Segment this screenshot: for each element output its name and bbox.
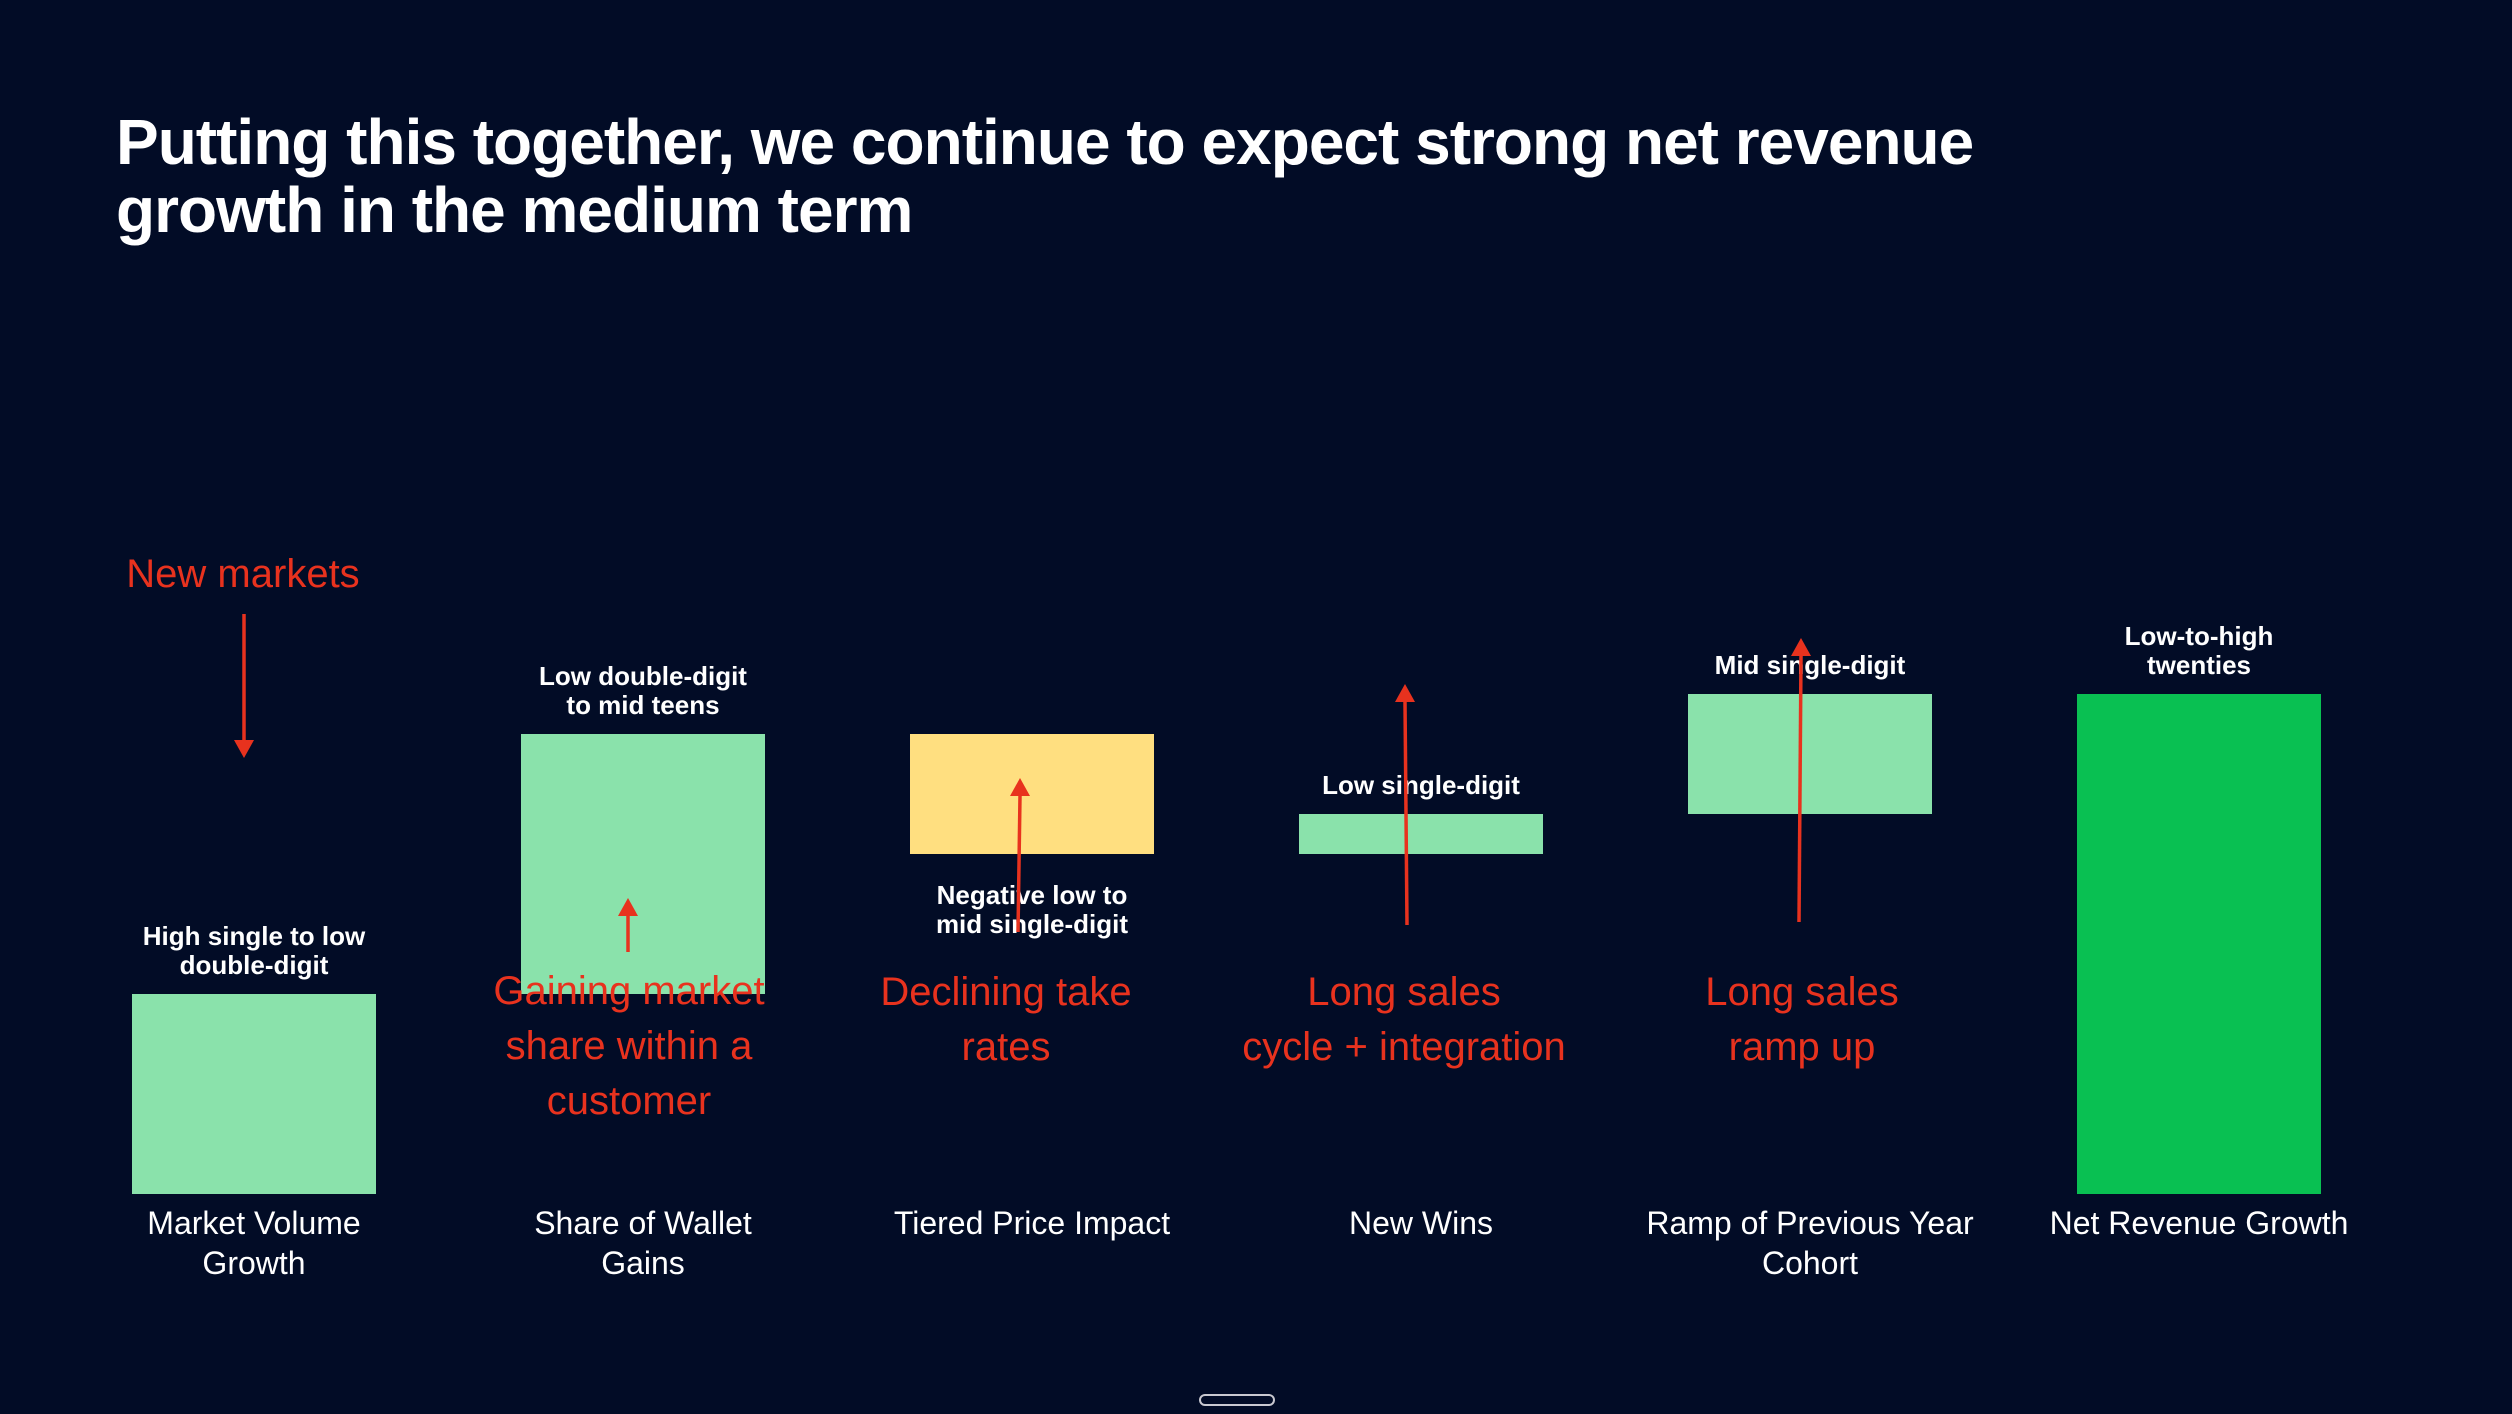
annotation-text-line: rates [962, 1025, 1051, 1069]
annotation-declining-take-rates: Declining take rates [880, 778, 1132, 1069]
annotation-text-line: Long sales [1307, 970, 1500, 1014]
annotation-arrow-shaft [1797, 655, 1803, 923]
bar-value-label-line: High single to low [143, 921, 366, 951]
arrow-down-icon [234, 740, 254, 758]
category-label-ramp-of-previous-year-cohort: Ramp of Previous Year Cohort [1646, 1205, 1974, 1281]
arrow-up-icon [618, 898, 638, 916]
bar-value-label-line: mid single-digit [936, 909, 1128, 939]
annotation-gaining-market-share-within-a-customer: Gaining market share within a customer [493, 898, 765, 1123]
bar-value-label-line: Low-to-high [2125, 621, 2274, 651]
category-label-line: Cohort [1762, 1245, 1858, 1281]
bar-value-label-line: twenties [2147, 650, 2251, 680]
arrow-up-icon [1791, 638, 1811, 656]
annotation-text-line: Declining take [880, 970, 1131, 1014]
annotation-text: Long sales ramp up [1705, 970, 1898, 1069]
annotations-layer: New markets Gaining market share within a c… [126, 552, 1898, 1123]
annotation-text: New markets [126, 552, 359, 596]
bar-new-wins [1299, 814, 1543, 854]
category-labels-layer: Market Volume Growth Share of Wallet Gains T… [147, 1205, 2348, 1281]
bar-value-label-line: to mid teens [566, 690, 719, 720]
annotation-long-sales-cycle-integration: Long sales cycle + integration [1242, 684, 1566, 1069]
category-label-line: New Wins [1349, 1205, 1493, 1241]
annotation-arrow-shaft [1016, 795, 1022, 933]
category-label-market-volume-growth: Market Volume Growth [147, 1205, 360, 1281]
annotation-text: Gaining market share within a customer [493, 969, 764, 1123]
bar-value-label-line: Low single-digit [1322, 770, 1520, 800]
category-label-line: Net Revenue Growth [2050, 1205, 2349, 1241]
bar-labels-layer: High single to low double-digit Low double… [143, 621, 2274, 980]
bar-value-label-line: Low double-digit [539, 661, 747, 691]
category-label-line: Growth [202, 1245, 305, 1281]
arrow-up-icon [1395, 684, 1415, 702]
bar-share-of-wallet-gains [521, 734, 765, 994]
annotation-text-line: share within a [506, 1024, 754, 1068]
annotation-text-line: ramp up [1729, 1025, 1876, 1069]
category-label-new-wins: New Wins [1349, 1205, 1493, 1241]
category-label-tiered-price-impact: Tiered Price Impact [894, 1205, 1170, 1241]
bar-value-label-market-volume-growth: High single to low double-digit [143, 921, 366, 980]
bar-market-volume-growth [132, 994, 376, 1194]
annotation-text: Long sales cycle + integration [1242, 970, 1566, 1069]
category-label-share-of-wallet-gains: Share of Wallet Gains [534, 1205, 752, 1281]
bar-net-revenue-growth [2077, 694, 2321, 1194]
annotation-text-line: New markets [126, 552, 359, 596]
category-label-line: Share of Wallet [534, 1205, 752, 1241]
category-label-line: Market Volume [147, 1205, 360, 1241]
category-label-line: Tiered Price Impact [894, 1205, 1170, 1241]
annotation-text: Declining take rates [880, 970, 1131, 1069]
slide-title: Putting this together, we continue to ex… [116, 106, 1974, 246]
bar-value-label-tiered-price-impact: Negative low to mid single-digit [936, 880, 1128, 939]
bar-value-label-share-of-wallet-gains: Low double-digit to mid teens [539, 661, 747, 720]
annotation-long-sales-ramp-up: Long sales ramp up [1705, 638, 1899, 1069]
bar-value-label-line: double-digit [180, 950, 329, 980]
category-label-line: Gains [601, 1245, 685, 1281]
annotation-text-line: Long sales [1705, 970, 1898, 1014]
annotation-arrow-shaft [1403, 701, 1409, 926]
bars-layer [132, 694, 2321, 1194]
annotation-text-line: Gaining market [493, 969, 764, 1013]
arrow-up-icon [1010, 778, 1030, 796]
bar-tiered-price-impact [910, 734, 1154, 854]
annotation-new-markets: New markets [126, 552, 360, 758]
bar-value-label-net-revenue-growth: Low-to-high twenties [2125, 621, 2274, 680]
bar-value-label-line: Negative low to [937, 880, 1128, 910]
annotation-text-line: customer [547, 1079, 712, 1123]
annotation-text-line: cycle + integration [1242, 1025, 1566, 1069]
category-label-line: Ramp of Previous Year [1646, 1205, 1974, 1241]
page-scroll-handle[interactable] [1199, 1394, 1275, 1406]
bar-ramp-of-previous-year-cohort [1688, 694, 1932, 814]
category-label-net-revenue-growth: Net Revenue Growth [2050, 1205, 2349, 1241]
bar-value-label-new-wins: Low single-digit [1322, 770, 1520, 800]
